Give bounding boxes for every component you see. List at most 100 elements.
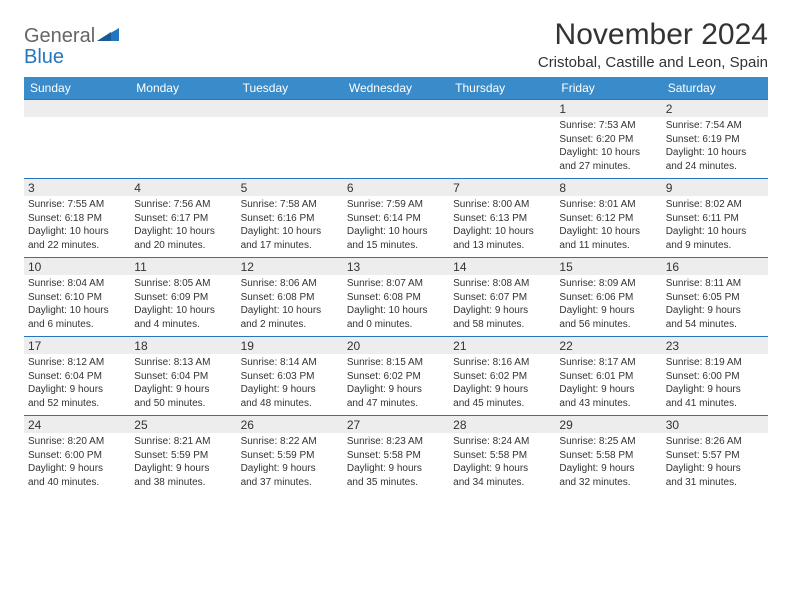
sunrise-text: Sunrise: 8:09 AM <box>559 277 657 291</box>
day-details: Sunrise: 8:12 AMSunset: 6:04 PMDaylight:… <box>24 354 130 414</box>
day-number-bar: 22 <box>555 337 661 354</box>
day-details: Sunrise: 8:22 AMSunset: 5:59 PMDaylight:… <box>237 433 343 493</box>
sunrise-text: Sunrise: 8:24 AM <box>453 435 551 449</box>
daylight-text-2: and 43 minutes. <box>559 397 657 411</box>
day-details <box>449 117 555 123</box>
sunset-text: Sunset: 6:04 PM <box>134 370 232 384</box>
daylight-text-1: Daylight: 10 hours <box>453 225 551 239</box>
sunrise-text: Sunrise: 7:54 AM <box>666 119 764 133</box>
day-details: Sunrise: 8:20 AMSunset: 6:00 PMDaylight:… <box>24 433 130 493</box>
day-details <box>24 117 130 123</box>
day-number-bar: 18 <box>130 337 236 354</box>
calendar-day-cell: 7Sunrise: 8:00 AMSunset: 6:13 PMDaylight… <box>449 179 555 257</box>
daylight-text-1: Daylight: 9 hours <box>666 383 764 397</box>
day-number-bar: 26 <box>237 416 343 433</box>
sunset-text: Sunset: 5:59 PM <box>134 449 232 463</box>
daylight-text-2: and 27 minutes. <box>559 160 657 174</box>
logo-word1: General <box>24 25 95 47</box>
day-details <box>237 117 343 123</box>
calendar-day-cell: 30Sunrise: 8:26 AMSunset: 5:57 PMDayligh… <box>662 416 768 494</box>
sunrise-text: Sunrise: 8:14 AM <box>241 356 339 370</box>
sunset-text: Sunset: 6:01 PM <box>559 370 657 384</box>
sunrise-text: Sunrise: 8:13 AM <box>134 356 232 370</box>
sunset-text: Sunset: 6:07 PM <box>453 291 551 305</box>
calendar-day-cell: 17Sunrise: 8:12 AMSunset: 6:04 PMDayligh… <box>24 337 130 415</box>
calendar-day-cell: 10Sunrise: 8:04 AMSunset: 6:10 PMDayligh… <box>24 258 130 336</box>
sunset-text: Sunset: 5:58 PM <box>559 449 657 463</box>
daylight-text-1: Daylight: 9 hours <box>453 462 551 476</box>
daylight-text-2: and 35 minutes. <box>347 476 445 490</box>
day-number-bar <box>130 100 236 117</box>
sunrise-text: Sunrise: 8:01 AM <box>559 198 657 212</box>
day-details: Sunrise: 8:00 AMSunset: 6:13 PMDaylight:… <box>449 196 555 256</box>
sunset-text: Sunset: 5:59 PM <box>241 449 339 463</box>
daylight-text-1: Daylight: 9 hours <box>241 462 339 476</box>
day-number-bar: 14 <box>449 258 555 275</box>
sunset-text: Sunset: 6:17 PM <box>134 212 232 226</box>
day-number-bar: 4 <box>130 179 236 196</box>
daylight-text-1: Daylight: 10 hours <box>241 304 339 318</box>
day-details: Sunrise: 8:11 AMSunset: 6:05 PMDaylight:… <box>662 275 768 335</box>
calendar-day-cell: 23Sunrise: 8:19 AMSunset: 6:00 PMDayligh… <box>662 337 768 415</box>
weekday-header: Thursday <box>449 77 555 99</box>
sunrise-text: Sunrise: 8:02 AM <box>666 198 764 212</box>
weekday-header: Monday <box>130 77 236 99</box>
daylight-text-1: Daylight: 9 hours <box>453 383 551 397</box>
sunset-text: Sunset: 6:19 PM <box>666 133 764 147</box>
sunrise-text: Sunrise: 8:11 AM <box>666 277 764 291</box>
calendar-day-cell: 8Sunrise: 8:01 AMSunset: 6:12 PMDaylight… <box>555 179 661 257</box>
calendar-day-cell: 3Sunrise: 7:55 AMSunset: 6:18 PMDaylight… <box>24 179 130 257</box>
daylight-text-2: and 56 minutes. <box>559 318 657 332</box>
day-number-bar: 27 <box>343 416 449 433</box>
day-details: Sunrise: 7:55 AMSunset: 6:18 PMDaylight:… <box>24 196 130 256</box>
sunset-text: Sunset: 5:58 PM <box>347 449 445 463</box>
sunset-text: Sunset: 6:16 PM <box>241 212 339 226</box>
daylight-text-1: Daylight: 10 hours <box>666 146 764 160</box>
calendar-day-cell: 1Sunrise: 7:53 AMSunset: 6:20 PMDaylight… <box>555 100 661 178</box>
daylight-text-1: Daylight: 9 hours <box>559 462 657 476</box>
day-number-bar: 13 <box>343 258 449 275</box>
calendar-day-cell: 24Sunrise: 8:20 AMSunset: 6:00 PMDayligh… <box>24 416 130 494</box>
day-details: Sunrise: 8:15 AMSunset: 6:02 PMDaylight:… <box>343 354 449 414</box>
calendar-week-row: 10Sunrise: 8:04 AMSunset: 6:10 PMDayligh… <box>24 257 768 336</box>
day-number-bar <box>24 100 130 117</box>
day-details: Sunrise: 8:23 AMSunset: 5:58 PMDaylight:… <box>343 433 449 493</box>
day-number-bar: 3 <box>24 179 130 196</box>
calendar-day-cell: 15Sunrise: 8:09 AMSunset: 6:06 PMDayligh… <box>555 258 661 336</box>
logo-word2: Blue <box>24 47 119 67</box>
sunrise-text: Sunrise: 7:53 AM <box>559 119 657 133</box>
day-number-bar: 25 <box>130 416 236 433</box>
daylight-text-2: and 15 minutes. <box>347 239 445 253</box>
weekday-header: Tuesday <box>237 77 343 99</box>
day-details: Sunrise: 8:19 AMSunset: 6:00 PMDaylight:… <box>662 354 768 414</box>
daylight-text-2: and 47 minutes. <box>347 397 445 411</box>
day-number-bar: 7 <box>449 179 555 196</box>
calendar-grid: Sunday Monday Tuesday Wednesday Thursday… <box>24 77 768 494</box>
daylight-text-1: Daylight: 9 hours <box>134 462 232 476</box>
day-number-bar: 6 <box>343 179 449 196</box>
sunrise-text: Sunrise: 7:55 AM <box>28 198 126 212</box>
logo-shape-icon <box>97 28 119 47</box>
sunset-text: Sunset: 6:13 PM <box>453 212 551 226</box>
page-header: General Blue November 2024 Cristobal, Ca… <box>24 18 768 71</box>
sunrise-text: Sunrise: 8:25 AM <box>559 435 657 449</box>
calendar-day-cell: 14Sunrise: 8:08 AMSunset: 6:07 PMDayligh… <box>449 258 555 336</box>
day-details: Sunrise: 8:07 AMSunset: 6:08 PMDaylight:… <box>343 275 449 335</box>
day-number-bar: 29 <box>555 416 661 433</box>
sunrise-text: Sunrise: 8:17 AM <box>559 356 657 370</box>
daylight-text-1: Daylight: 9 hours <box>241 383 339 397</box>
day-number-bar: 10 <box>24 258 130 275</box>
calendar-day-cell: 2Sunrise: 7:54 AMSunset: 6:19 PMDaylight… <box>662 100 768 178</box>
sunrise-text: Sunrise: 8:15 AM <box>347 356 445 370</box>
day-details: Sunrise: 7:54 AMSunset: 6:19 PMDaylight:… <box>662 117 768 177</box>
day-number-bar <box>237 100 343 117</box>
calendar-day-cell: 11Sunrise: 8:05 AMSunset: 6:09 PMDayligh… <box>130 258 236 336</box>
calendar-day-cell: 16Sunrise: 8:11 AMSunset: 6:05 PMDayligh… <box>662 258 768 336</box>
daylight-text-2: and 4 minutes. <box>134 318 232 332</box>
calendar-week-row: 3Sunrise: 7:55 AMSunset: 6:18 PMDaylight… <box>24 178 768 257</box>
daylight-text-1: Daylight: 10 hours <box>28 225 126 239</box>
day-number-bar: 20 <box>343 337 449 354</box>
sunset-text: Sunset: 6:03 PM <box>241 370 339 384</box>
daylight-text-2: and 31 minutes. <box>666 476 764 490</box>
sunrise-text: Sunrise: 7:58 AM <box>241 198 339 212</box>
